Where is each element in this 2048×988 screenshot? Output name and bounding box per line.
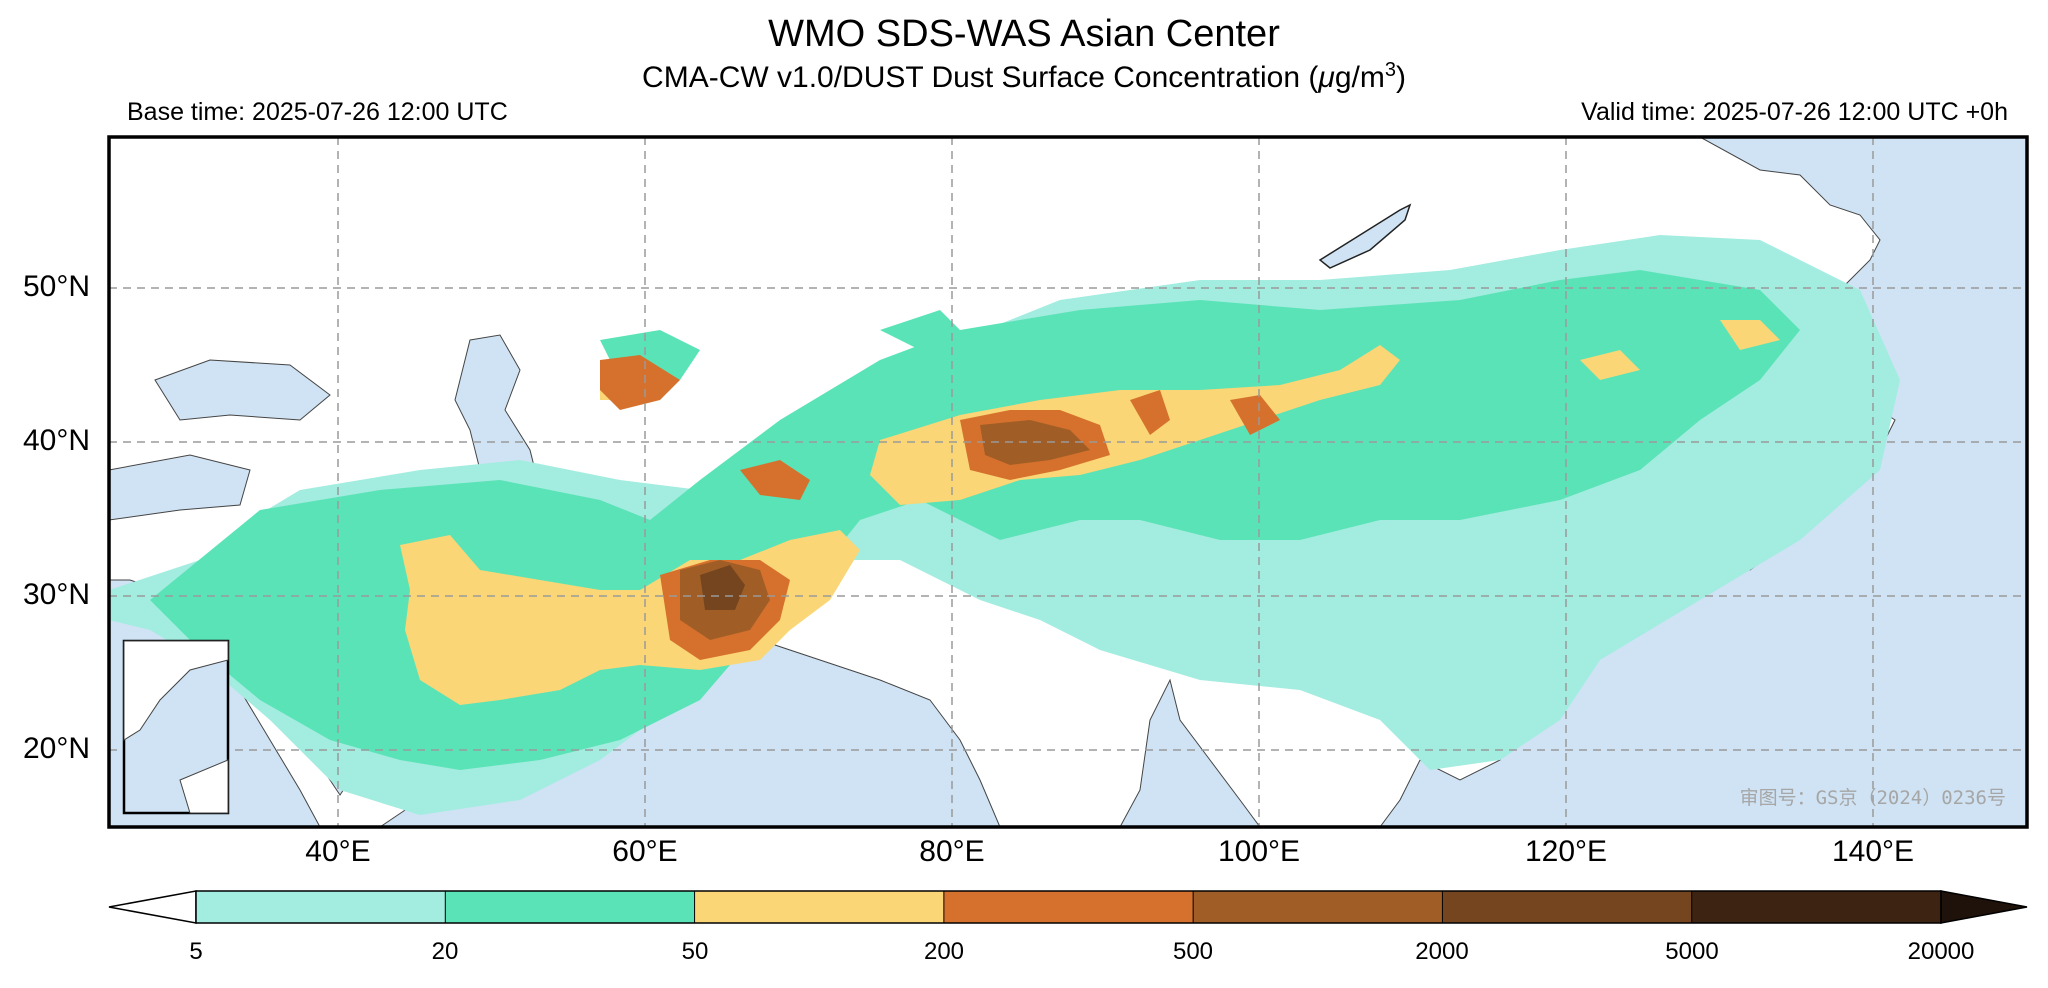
colorbar-swatch: [445, 891, 696, 923]
subtitle-unit: g/m: [1334, 61, 1385, 94]
base-time: Base time: 2025-07-26 12:00 UTC: [127, 98, 508, 126]
lake-baikal: [1318, 203, 1412, 269]
lat-label-40n: 40°N: [22, 424, 90, 457]
map-subtitle: CMA-CW v1.0/DUST Dust Surface Concentrat…: [0, 52, 2048, 96]
lon-label-60e: 60°E: [612, 835, 678, 868]
lat-label-50n: 50°N: [22, 270, 90, 303]
colorbar-label: 5: [189, 938, 203, 965]
colorbar-swatch: [1691, 891, 1942, 923]
grid-lines: [109, 137, 2027, 827]
colorbar: [108, 890, 2028, 924]
south-china-sea-inset: [122, 639, 230, 815]
map-frame: [107, 135, 2029, 829]
lon-label-140e: 140°E: [1831, 835, 1915, 868]
colorbar-label: 2000: [1415, 938, 1469, 965]
colorbar-swatch: [1193, 891, 1443, 923]
valid-time: Valid time: 2025-07-26 12:00 UTC +0h: [1581, 98, 2008, 126]
subtitle-mu: μ: [1318, 61, 1335, 94]
colorbar-label: 5000: [1665, 938, 1719, 965]
colorbar-label: 50: [681, 938, 709, 965]
dust-layer-2000-5000: [700, 565, 745, 610]
subtitle-exp: 3: [1384, 59, 1396, 81]
subtitle-prefix: CMA-CW v1.0/DUST Dust Surface Concentrat…: [642, 61, 1319, 94]
colorbar-high-arrow: [1940, 890, 2028, 924]
lat-label-20n: 20°N: [22, 732, 90, 765]
lon-label-40e: 40°E: [305, 835, 371, 868]
colorbar-label: 20000: [1907, 938, 1975, 965]
subtitle-suffix: ): [1395, 61, 1406, 94]
colorbar-swatch: [694, 891, 945, 923]
black-sea: [154, 359, 331, 421]
colorbar-label: 200: [923, 938, 965, 965]
lat-label-30n: 30°N: [22, 578, 90, 611]
colorbar-label: 20: [431, 938, 459, 965]
colorbar-low-arrow: [108, 890, 197, 924]
lon-label-120e: 120°E: [1524, 835, 1608, 868]
colorbar-swatch: [1442, 891, 1693, 923]
colorbar-swatch: [196, 891, 446, 923]
colorbar-swatch: [943, 891, 1194, 923]
map-title: WMO SDS-WAS Asian Center: [768, 13, 1280, 55]
lon-label-80e: 80°E: [919, 835, 985, 868]
mediterranean-sea: [109, 454, 251, 521]
colorbar-label: 500: [1172, 938, 1214, 965]
lon-label-100e: 100°E: [1217, 835, 1301, 868]
map-approval-watermark: 审图号：GS京（2024）0236号: [1739, 787, 2006, 809]
